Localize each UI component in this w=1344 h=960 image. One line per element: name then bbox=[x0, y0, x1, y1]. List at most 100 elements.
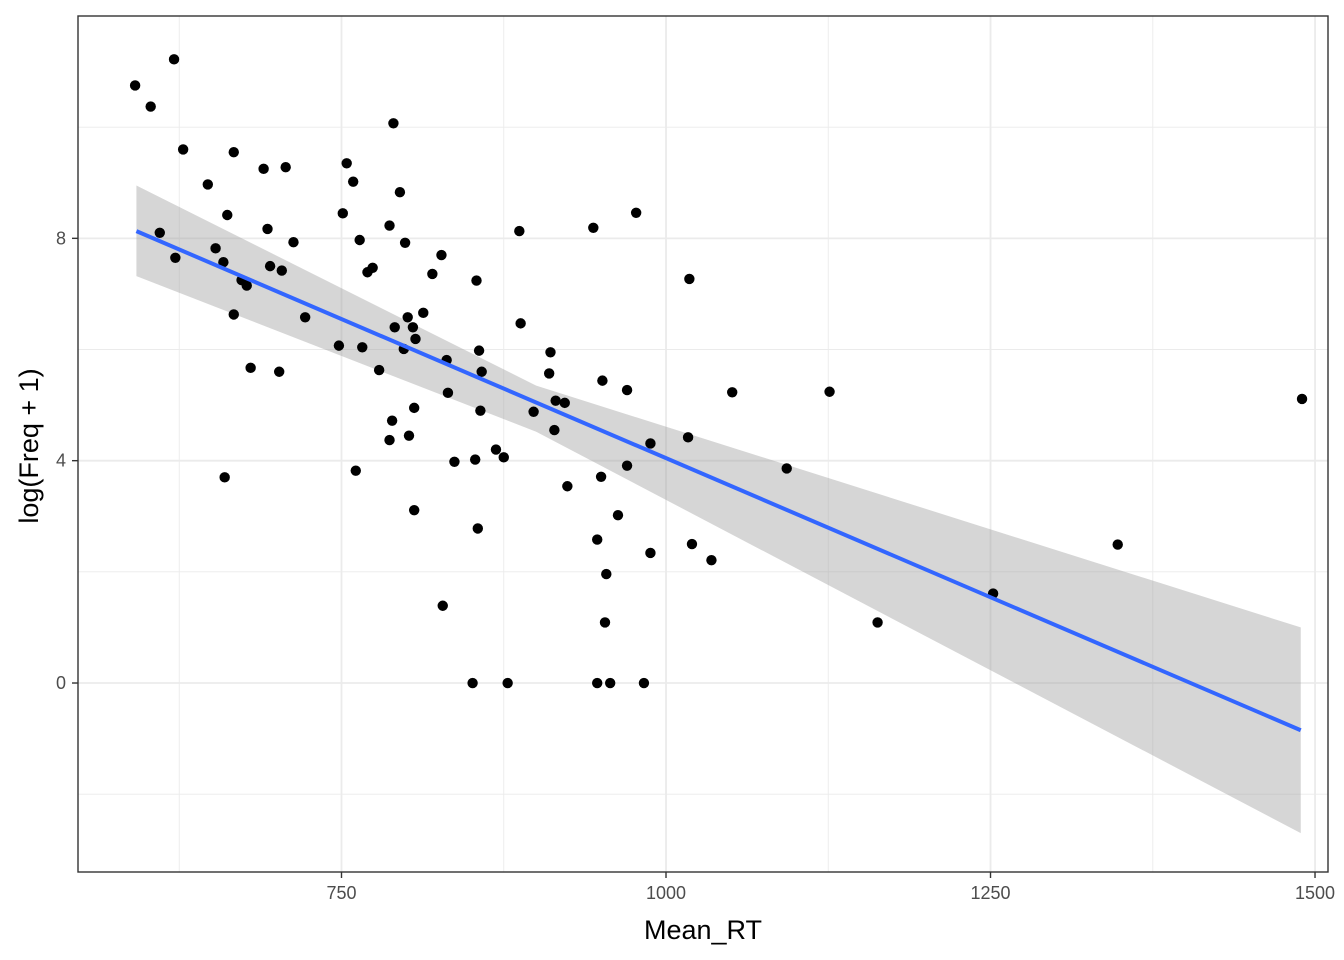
y-tick-label: 8 bbox=[56, 228, 66, 248]
data-point bbox=[872, 617, 883, 628]
data-point bbox=[588, 222, 599, 233]
data-point bbox=[402, 312, 413, 323]
data-point bbox=[280, 161, 291, 173]
data-point bbox=[222, 209, 233, 221]
data-point bbox=[621, 384, 633, 396]
panel-border bbox=[77, 15, 1329, 873]
data-point bbox=[354, 234, 365, 246]
data-point bbox=[781, 463, 792, 474]
x-tick-label: 750 bbox=[326, 883, 356, 903]
data-point bbox=[638, 677, 650, 689]
data-point bbox=[410, 333, 421, 345]
data-point bbox=[559, 397, 570, 409]
data-point bbox=[273, 366, 285, 377]
data-point bbox=[469, 454, 481, 465]
x-tick-label: 1000 bbox=[646, 883, 686, 903]
data-point bbox=[202, 179, 214, 190]
confidence-band bbox=[136, 185, 1301, 834]
data-point bbox=[645, 438, 656, 449]
data-point bbox=[408, 402, 420, 414]
data-point bbox=[210, 243, 221, 254]
x-tick-label: 1250 bbox=[970, 883, 1010, 903]
data-point bbox=[436, 249, 447, 261]
data-point bbox=[498, 452, 509, 463]
data-point bbox=[599, 617, 611, 628]
data-point bbox=[347, 176, 359, 187]
data-point bbox=[177, 144, 189, 155]
data-point bbox=[262, 223, 273, 235]
minor-gridlines bbox=[78, 16, 1328, 872]
data-point bbox=[357, 342, 368, 353]
y-axis-title: log(Freq + 1) bbox=[14, 368, 44, 523]
data-point bbox=[168, 54, 180, 65]
data-point bbox=[595, 471, 607, 482]
y-axis-ticks: 0 4 8 bbox=[56, 228, 78, 693]
data-point bbox=[388, 118, 399, 129]
data-point bbox=[407, 322, 419, 333]
data-point bbox=[490, 444, 502, 455]
y-tick-label: 0 bbox=[56, 673, 66, 693]
data-point bbox=[686, 538, 698, 550]
data-point bbox=[449, 456, 460, 467]
data-point bbox=[299, 312, 311, 323]
data-point bbox=[645, 547, 656, 559]
data-point bbox=[706, 554, 717, 566]
x-tick-label: 1500 bbox=[1295, 883, 1335, 903]
plot-panel bbox=[77, 15, 1329, 873]
data-point bbox=[408, 504, 420, 516]
data-point bbox=[1296, 393, 1308, 405]
data-point bbox=[601, 568, 612, 580]
data-point bbox=[612, 509, 624, 521]
data-point bbox=[228, 309, 239, 320]
data-point bbox=[545, 347, 556, 358]
data-points bbox=[129, 54, 1308, 689]
data-point bbox=[219, 472, 230, 483]
data-point bbox=[727, 387, 738, 398]
data-point bbox=[384, 220, 395, 231]
data-point bbox=[824, 386, 835, 397]
trend-line bbox=[135, 229, 1302, 733]
data-point bbox=[418, 307, 429, 319]
data-point bbox=[394, 187, 406, 198]
data-point bbox=[682, 432, 694, 443]
data-point bbox=[543, 368, 555, 379]
data-point bbox=[502, 677, 513, 689]
data-point bbox=[473, 345, 485, 356]
data-point bbox=[621, 460, 633, 471]
data-point bbox=[367, 262, 378, 273]
data-point bbox=[550, 395, 561, 406]
data-point bbox=[592, 677, 603, 689]
data-point bbox=[630, 207, 642, 218]
data-point bbox=[467, 677, 478, 689]
data-point bbox=[386, 415, 398, 426]
data-point bbox=[288, 237, 299, 248]
data-point bbox=[350, 465, 361, 476]
data-point bbox=[1112, 539, 1123, 550]
data-point bbox=[145, 101, 156, 112]
data-point bbox=[515, 318, 526, 329]
data-point bbox=[170, 252, 181, 263]
data-point bbox=[403, 430, 415, 441]
y-tick-label: 4 bbox=[56, 451, 66, 471]
data-point bbox=[528, 406, 539, 417]
data-point bbox=[471, 275, 482, 286]
data-point bbox=[384, 434, 395, 446]
data-point bbox=[276, 265, 287, 276]
data-point bbox=[154, 227, 165, 238]
data-point bbox=[218, 257, 229, 268]
data-point bbox=[333, 340, 345, 351]
data-point bbox=[427, 268, 438, 280]
data-point bbox=[337, 208, 348, 219]
data-point bbox=[129, 80, 141, 91]
data-point bbox=[341, 158, 352, 169]
data-point bbox=[245, 362, 256, 374]
data-point bbox=[549, 424, 560, 436]
data-point bbox=[604, 677, 616, 689]
data-point bbox=[514, 225, 525, 237]
data-point bbox=[228, 146, 239, 158]
data-point bbox=[597, 375, 608, 386]
data-point bbox=[684, 273, 695, 285]
data-point bbox=[437, 600, 448, 611]
data-point bbox=[442, 387, 454, 399]
